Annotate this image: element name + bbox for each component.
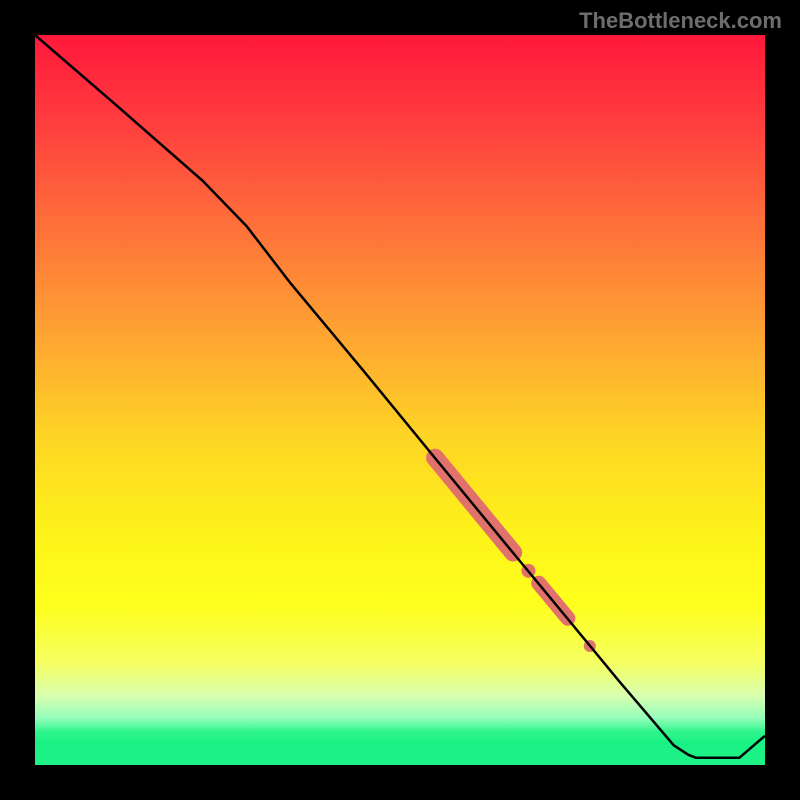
watermark-text: TheBottleneck.com [579,8,782,34]
bottleneck-chart-svg [0,0,800,800]
chart-container: TheBottleneck.com [0,0,800,800]
plot-background [35,35,765,765]
